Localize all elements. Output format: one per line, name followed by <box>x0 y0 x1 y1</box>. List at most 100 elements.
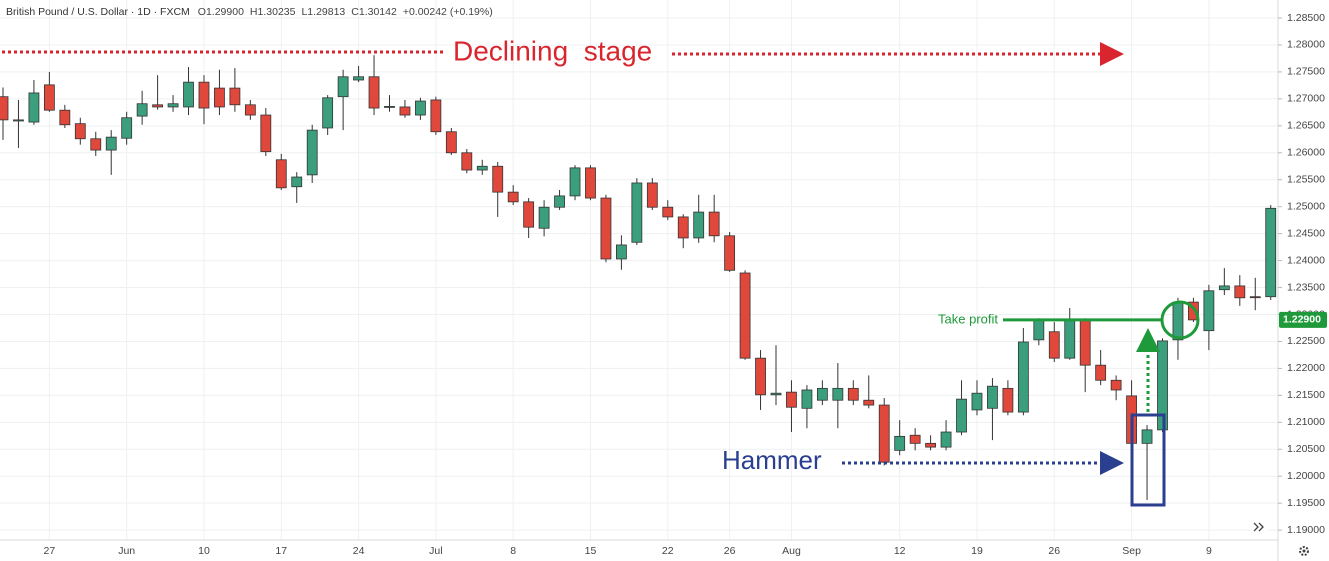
candle-body <box>1095 364 1107 381</box>
candle-body <box>322 97 334 129</box>
candle-body <box>306 129 318 176</box>
y-tick-label: 1.25000 <box>1287 200 1325 212</box>
header-value: +0.00242 (+0.19%) <box>403 6 493 18</box>
candle-body <box>105 136 117 151</box>
y-tick-label: 1.26000 <box>1287 147 1325 159</box>
candle-body <box>260 114 272 153</box>
hammer-box <box>1130 413 1166 507</box>
grid <box>0 0 1278 540</box>
candle-body <box>415 100 426 116</box>
candle-body <box>476 165 488 171</box>
candle-body <box>430 99 442 133</box>
candle-body <box>538 206 550 229</box>
y-tick-label: 1.27000 <box>1287 93 1325 105</box>
y-tick-label: 1.28500 <box>1287 12 1325 24</box>
x-tick-label: 26 <box>724 545 736 557</box>
candle-body <box>1002 387 1014 413</box>
candle-body <box>987 385 998 409</box>
candle-body <box>229 87 241 106</box>
candle-body <box>384 106 395 108</box>
x-tick-label: 15 <box>585 545 597 557</box>
candle-body <box>832 387 844 401</box>
header-value: L1.29813 <box>301 6 345 18</box>
x-tick-label: 12 <box>894 545 906 557</box>
candle-body <box>600 197 612 260</box>
candle-body <box>847 387 859 401</box>
candle-body <box>616 244 627 260</box>
candle-body <box>136 103 148 117</box>
y-tick-label: 1.24000 <box>1287 254 1325 266</box>
annotation: Hammer <box>722 445 822 475</box>
candle-body <box>816 387 828 401</box>
y-tick-label: 1.27500 <box>1287 66 1325 78</box>
candle-body <box>662 206 674 218</box>
candle-body <box>1234 285 1246 299</box>
candle-body <box>786 391 797 408</box>
y-tick-label: 1.21500 <box>1287 389 1325 401</box>
y-tick-label: 1.26500 <box>1287 120 1325 132</box>
take-profit-label: Take profit <box>938 311 998 326</box>
candle-body <box>863 399 875 406</box>
scroll-button[interactable] <box>1250 518 1268 536</box>
candle-body <box>74 123 86 140</box>
chart-title: British Pound / U.S. Dollar · 1D · FXCM <box>6 6 190 18</box>
candle-body <box>167 103 179 108</box>
x-tick-label: Jun <box>118 545 135 557</box>
candle-body <box>956 398 967 433</box>
candle-body <box>399 106 411 116</box>
x-tick-label: Aug <box>782 545 801 557</box>
candle-body <box>152 104 164 108</box>
candle-body <box>244 104 256 116</box>
header-value: O1.29900 <box>198 6 244 18</box>
candle-body <box>909 434 921 444</box>
candles <box>0 55 1277 500</box>
candle-body <box>1172 301 1184 341</box>
candle-body <box>198 81 210 109</box>
y-tick-label: 1.21000 <box>1287 416 1325 428</box>
price-label: 1.22900 <box>1283 314 1321 326</box>
candle-body <box>1033 319 1045 341</box>
candle-body <box>554 195 565 208</box>
candle-body <box>121 117 133 139</box>
candle-body <box>1064 319 1076 359</box>
candle-body <box>337 76 349 98</box>
candle-body <box>646 182 658 208</box>
candle-body <box>971 392 983 411</box>
x-tick-label: Sep <box>1122 545 1141 557</box>
annotation: Declining stage <box>453 35 652 66</box>
candle-body <box>925 442 936 448</box>
x-tick-label: 22 <box>662 545 674 557</box>
candle-body <box>677 216 689 239</box>
y-tick-label: 1.20000 <box>1287 470 1325 482</box>
candle-body <box>708 211 720 237</box>
y-tick-label: 1.22500 <box>1287 335 1325 347</box>
candle-body <box>1017 341 1029 413</box>
candle-body <box>43 84 55 111</box>
settings-button[interactable] <box>1299 546 1309 556</box>
candle-body <box>940 431 952 448</box>
candle-body <box>569 167 581 197</box>
x-tick-label: 9 <box>1206 545 1212 557</box>
candle-body <box>801 389 813 409</box>
candle-body <box>1203 290 1215 332</box>
header-value: C1.30142 <box>351 6 397 18</box>
candle-body <box>894 435 906 451</box>
candle-body <box>585 167 596 199</box>
x-tick-label: 10 <box>198 545 210 557</box>
candle-body <box>1265 207 1277 298</box>
candle-body <box>1188 301 1199 321</box>
x-tick-label: 17 <box>275 545 287 557</box>
candle-body <box>1218 285 1230 291</box>
x-tick-label: 24 <box>353 545 365 557</box>
candle-body <box>275 159 287 189</box>
y-tick-label: 1.28000 <box>1287 39 1325 51</box>
candle-body <box>523 201 535 228</box>
candle-body <box>1249 296 1261 299</box>
y-tick-label: 1.19500 <box>1287 497 1325 509</box>
candle-body <box>291 176 303 188</box>
candle-body <box>0 96 9 121</box>
candle-body <box>59 109 71 126</box>
candle-body <box>492 165 504 193</box>
candle-body <box>739 272 751 359</box>
y-tick-label: 1.24500 <box>1287 227 1325 239</box>
